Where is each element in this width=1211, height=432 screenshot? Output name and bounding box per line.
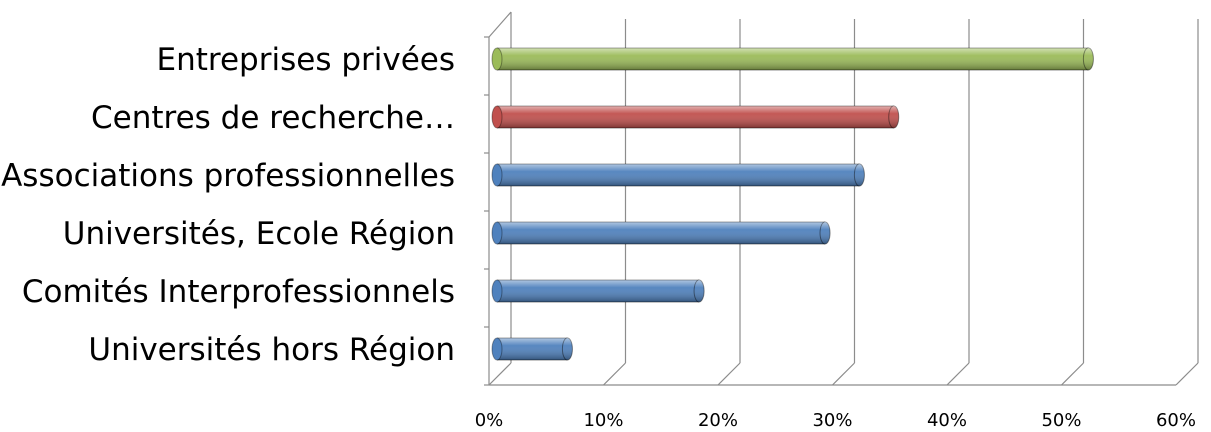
category-label: Comités Interprofessionnels [22, 274, 455, 310]
category-label: Universités, Ecole Région [63, 216, 455, 252]
x-tick-label: 40% [927, 410, 967, 431]
bar-start-cap [491, 163, 503, 187]
x-tick-label: 30% [812, 410, 852, 431]
floor-gridline [603, 362, 626, 386]
bar-shading [497, 338, 568, 360]
floor-gridline [717, 362, 741, 386]
bar-end-cap-shade [694, 280, 705, 302]
bar-shading [497, 48, 1089, 70]
bar-shading [497, 164, 860, 186]
x-tick-label: 60% [1156, 410, 1196, 431]
gridlines [488, 19, 1199, 386]
bar-end-cap-shade [854, 164, 865, 186]
x-tick-label: 10% [583, 410, 623, 431]
bar [491, 163, 865, 187]
bar-shading [497, 106, 894, 128]
floor-gridline [488, 362, 512, 386]
x-tick-label: 20% [698, 410, 738, 431]
category-labels: Entreprises privées Centres de recherche…… [1, 42, 455, 368]
category-label: Associations professionnelles [1, 158, 455, 194]
bar [491, 337, 573, 361]
bar [491, 47, 1094, 71]
bar-start-cap [491, 337, 503, 361]
bar-end-cap-shade [820, 222, 831, 244]
bar [491, 221, 831, 245]
x-tick-label: 50% [1041, 410, 1081, 431]
bar [491, 279, 705, 303]
bar-end-cap-shade [562, 338, 573, 360]
x-tick-label: 0% [475, 410, 504, 431]
x-tick-labels: 0% 10% 20% 30% 40% 50% 60% [475, 410, 1196, 431]
floor-gridline [832, 362, 855, 386]
top-depth-axis [488, 11, 512, 38]
axes [484, 11, 1176, 386]
bar [491, 105, 900, 129]
category-label: Universités hors Région [88, 332, 455, 368]
category-label: Centres de recherche… [91, 100, 455, 136]
bar-end-cap-shade [888, 106, 899, 128]
bar-shading [497, 280, 700, 302]
bar-start-cap [491, 279, 503, 303]
floor-gridline [946, 362, 970, 386]
bar-end-cap-shade [1083, 48, 1094, 70]
bars [491, 47, 1094, 361]
floor-gridline [1061, 362, 1084, 386]
bar-start-cap [491, 105, 503, 129]
category-label: Entreprises privées [157, 42, 455, 78]
bar-start-cap [491, 47, 503, 71]
floor-gridline [1175, 362, 1199, 386]
bar-start-cap [491, 221, 503, 245]
bar-shading [497, 222, 826, 244]
